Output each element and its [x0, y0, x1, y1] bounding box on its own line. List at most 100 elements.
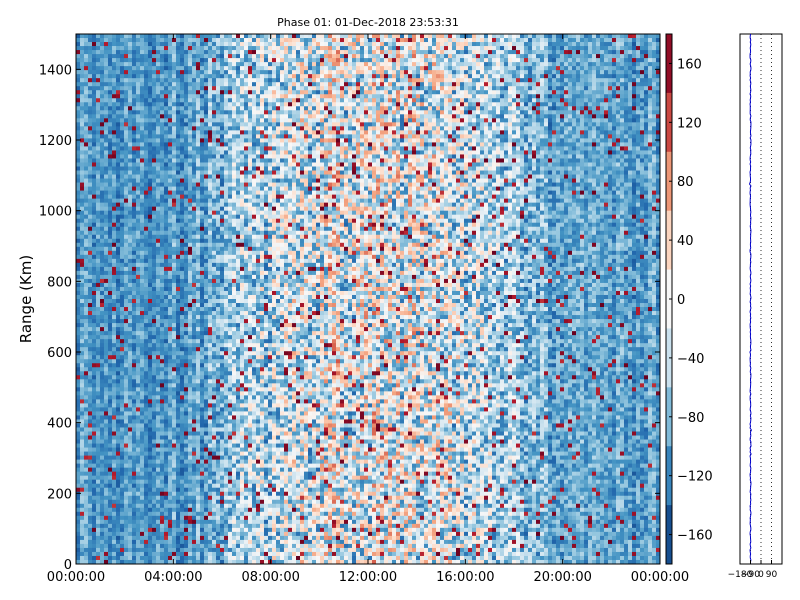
heatmap-cell	[156, 487, 161, 493]
heatmap-cell	[112, 254, 117, 260]
heatmap-cell	[80, 559, 85, 565]
heatmap-cell	[152, 198, 157, 204]
heatmap-cell	[148, 210, 153, 216]
heatmap-panel: 00:00:00 04:00:00 08:00:00 12:00:00 16:00:00…	[17, 33, 689, 585]
heatmap-cell	[216, 323, 221, 328]
heatmap-cell	[80, 38, 85, 43]
heatmap-cell	[100, 323, 105, 328]
heatmap-cell	[140, 170, 145, 175]
heatmap-cell	[196, 463, 201, 469]
heatmap-cell	[188, 531, 193, 537]
heatmap-cell	[124, 387, 129, 392]
heatmap-cell	[128, 74, 133, 79]
heatmap-cell	[100, 246, 105, 252]
heatmap-cell	[220, 303, 225, 308]
heatmap-cell	[188, 503, 193, 509]
heatmap-cell	[76, 214, 81, 220]
heatmap-cell	[132, 559, 137, 565]
heatmap-cell	[224, 182, 229, 187]
heatmap-cell	[192, 339, 197, 344]
heatmap-cell	[136, 499, 141, 505]
heatmap-cell	[108, 351, 113, 356]
heatmap-cell	[112, 186, 117, 191]
heatmap-cell	[204, 475, 209, 481]
heatmap-cell	[140, 515, 145, 521]
heatmap-cell	[120, 190, 125, 196]
heatmap-cell	[164, 431, 169, 436]
heatmap-cell	[184, 90, 189, 95]
heatmap-cell	[140, 367, 145, 372]
heatmap-cell	[84, 170, 89, 175]
heatmap-cell	[212, 34, 217, 39]
heatmap-cell	[116, 559, 121, 565]
heatmap-cell	[156, 270, 161, 276]
heatmap-cell	[188, 106, 193, 111]
heatmap-cell	[88, 367, 93, 372]
heatmap-cell	[208, 138, 213, 143]
heatmap-cell	[112, 50, 117, 55]
heatmap-cell	[140, 335, 145, 340]
heatmap-cell	[108, 122, 113, 127]
heatmap-cell	[192, 182, 197, 187]
heatmap-cell	[208, 154, 213, 159]
heatmap-cell	[128, 319, 133, 324]
heatmap-cell	[144, 162, 149, 167]
heatmap-cell	[152, 351, 157, 356]
heatmap-cell	[92, 555, 97, 561]
heatmap-cell	[76, 515, 81, 521]
heatmap-cell	[156, 118, 161, 123]
heatmap-cell	[132, 154, 137, 159]
heatmap-cell	[112, 531, 117, 537]
heatmap-cell	[180, 150, 185, 155]
heatmap-cell	[152, 399, 157, 404]
heatmap-cell	[176, 194, 181, 200]
heatmap-cell	[100, 311, 105, 316]
heatmap-cell	[192, 379, 197, 384]
heatmap-cell	[152, 415, 157, 420]
heatmap-cell	[176, 391, 181, 396]
heatmap-cell	[100, 102, 105, 107]
heatmap-cell	[152, 411, 157, 416]
heatmap-cell	[172, 86, 177, 91]
heatmap-cell	[104, 98, 109, 103]
heatmap-cell	[144, 134, 149, 139]
heatmap-cell	[168, 230, 173, 236]
heatmap-cell	[216, 387, 221, 392]
heatmap-cell	[148, 286, 153, 292]
heatmap-cell	[184, 455, 189, 461]
heatmap-cell	[92, 551, 97, 557]
heatmap-cell	[180, 367, 185, 372]
heatmap-cell	[216, 170, 221, 175]
heatmap-cell	[196, 58, 201, 63]
heatmap-cell	[112, 282, 117, 288]
heatmap-cell	[152, 503, 157, 509]
heatmap-cell	[216, 266, 221, 272]
heatmap-cell	[192, 487, 197, 493]
heatmap-cell	[76, 50, 81, 55]
heatmap-cell	[92, 411, 97, 416]
heatmap-cell	[168, 315, 173, 320]
heatmap-cell	[172, 138, 177, 143]
heatmap-cell	[196, 150, 201, 155]
heatmap-cell	[108, 535, 113, 541]
heatmap-cell	[196, 299, 201, 304]
heatmap-cell	[132, 250, 137, 256]
heatmap-cell	[204, 70, 209, 75]
heatmap-cell	[116, 158, 121, 163]
heatmap-cell	[168, 58, 173, 63]
heatmap-cell	[112, 379, 117, 384]
heatmap-cell	[156, 555, 161, 561]
heatmap-cell	[184, 551, 189, 557]
heatmap-cell	[136, 262, 141, 268]
heatmap-cell	[148, 70, 153, 75]
heatmap-cell	[212, 226, 217, 232]
heatmap-cell	[216, 451, 221, 456]
heatmap-cell	[160, 479, 165, 485]
heatmap-cell	[212, 274, 217, 280]
heatmap-cell	[152, 483, 157, 489]
heatmap-cell	[132, 347, 137, 352]
heatmap-cell	[188, 379, 193, 384]
heatmap-cell	[128, 78, 133, 83]
heatmap-cell	[124, 523, 129, 529]
heatmap-cell	[96, 146, 101, 151]
